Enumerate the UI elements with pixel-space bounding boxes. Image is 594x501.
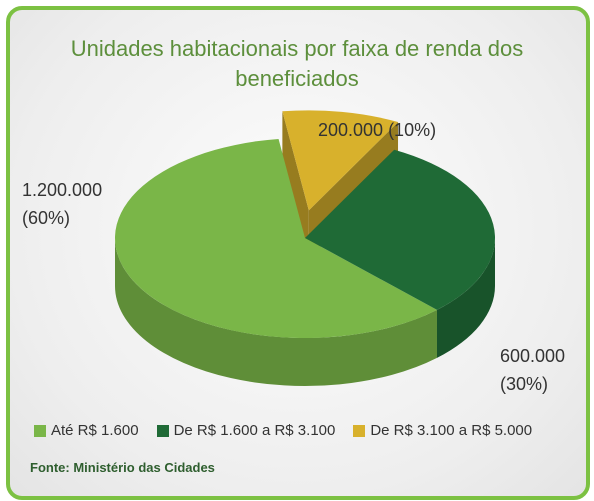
source: Fonte: Ministério das Cidades <box>30 460 215 475</box>
data-label: 200.000 (10%) <box>318 120 437 140</box>
legend-label: Até R$ 1.600 <box>51 422 139 439</box>
slice <box>282 110 399 211</box>
legend-swatch <box>353 424 366 437</box>
slice <box>115 138 437 338</box>
slice-side <box>115 238 437 386</box>
chart-title: Unidades habitacionais por faixa de rend… <box>70 36 524 91</box>
legend-swatch <box>34 424 46 437</box>
legend-item: De R$ 3.100 a R$ 5.000 <box>353 422 532 439</box>
slice <box>305 149 495 310</box>
legend-item: De R$ 1.600 a R$ 3.100 <box>156 422 336 439</box>
slice-side <box>436 238 495 358</box>
legend-item: Até R$ 1.600 <box>34 422 139 439</box>
slice-cut <box>282 111 309 259</box>
legend-label: De R$ 1.600 a R$ 3.100 <box>173 422 336 439</box>
legend-label: De R$ 3.100 a R$ 5.000 <box>370 422 533 439</box>
data-label: 1.200.000 (60%) <box>22 180 103 228</box>
legend: Até R$ 1.600 De R$ 1.600 a R$ 3.100 De R$ … <box>34 422 574 439</box>
data-label: 600.000 (30%) <box>500 346 566 394</box>
legend-swatch <box>156 424 169 437</box>
